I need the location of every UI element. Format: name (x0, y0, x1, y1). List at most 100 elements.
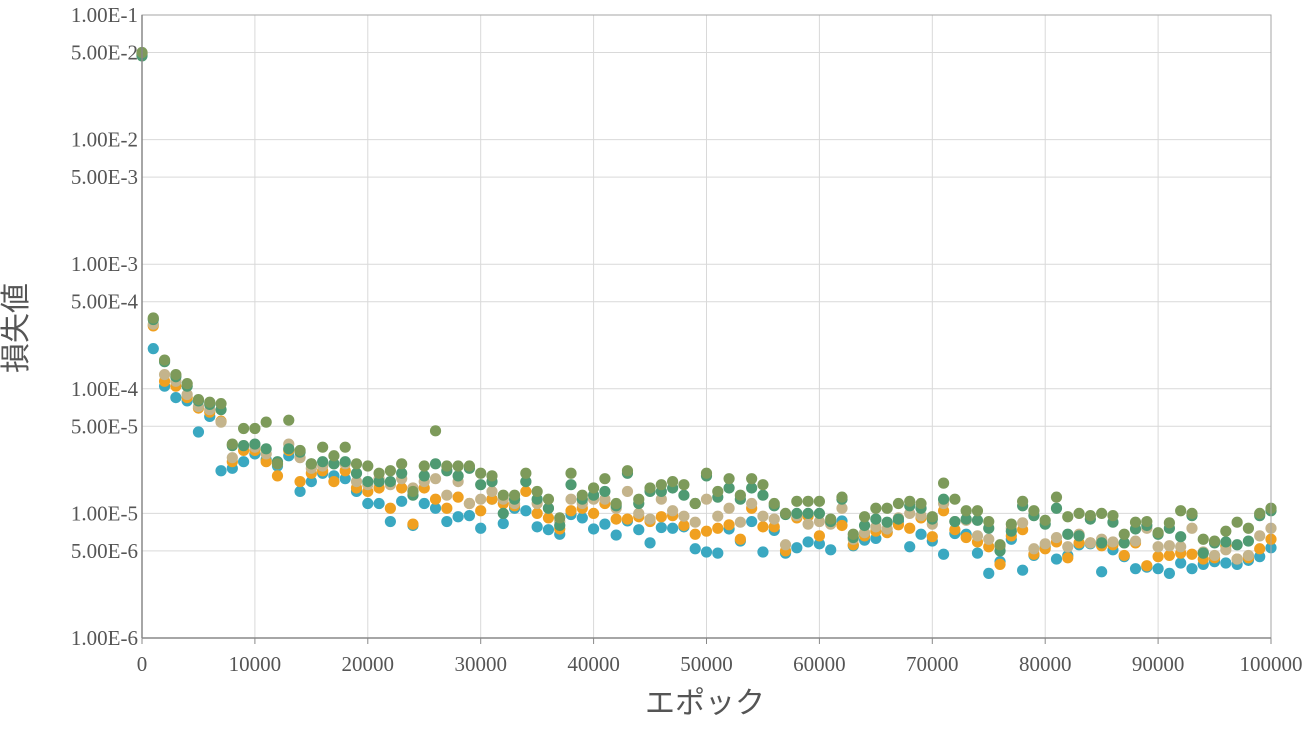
y-tick-label: 1.00E-3 (71, 252, 138, 276)
data-point (723, 519, 735, 531)
data-point (836, 491, 848, 503)
data-point (441, 515, 453, 528)
data-point (452, 511, 464, 523)
data-point (712, 522, 724, 534)
data-point (1096, 537, 1108, 549)
data-point (836, 502, 848, 514)
data-point (317, 441, 329, 453)
data-point (1231, 539, 1243, 551)
data-point (1084, 510, 1096, 522)
data-point (565, 505, 577, 517)
data-point (994, 539, 1006, 551)
data-point (1039, 538, 1051, 550)
data-point (813, 507, 826, 519)
data-point (689, 528, 701, 540)
data-point (678, 479, 690, 491)
data-point (463, 510, 476, 522)
data-point (1163, 517, 1175, 529)
y-tick-label: 1.00E-2 (71, 128, 138, 152)
data-point (892, 497, 905, 510)
data-point (362, 497, 374, 510)
data-point (260, 416, 272, 428)
data-point (531, 507, 543, 519)
x-axis-title: エポック (645, 686, 765, 721)
x-tick-labels: 0 10000 20000 30000 40000 50000 60000 70000 8000… (137, 652, 1303, 676)
data-point (791, 495, 803, 507)
data-point (1017, 495, 1029, 507)
data-point (204, 396, 216, 408)
data-point (644, 537, 656, 549)
data-point (475, 522, 487, 534)
data-point (644, 513, 656, 525)
data-point (768, 513, 780, 525)
data-point (757, 521, 769, 533)
data-point (825, 544, 837, 556)
data-point (1107, 536, 1119, 548)
data-point (260, 456, 272, 468)
data-point (768, 497, 780, 510)
data-point (1039, 514, 1051, 526)
data-point (429, 425, 442, 437)
data-point (294, 485, 306, 498)
data-point (407, 518, 419, 530)
data-point (870, 502, 882, 514)
data-point (1163, 567, 1175, 579)
data-point (1175, 531, 1187, 543)
data-point (734, 533, 746, 545)
data-point (542, 493, 555, 505)
data-point (396, 458, 408, 470)
data-point (757, 510, 769, 522)
data-point (1050, 491, 1063, 503)
data-point (870, 521, 882, 533)
data-point (1028, 505, 1040, 517)
data-point (610, 513, 622, 525)
data-point (1129, 535, 1142, 547)
data-point (407, 485, 419, 498)
data-point (858, 511, 871, 523)
data-point (1175, 541, 1187, 553)
data-point (396, 482, 408, 494)
data-point (475, 479, 487, 491)
data-point (1028, 543, 1040, 555)
data-point (226, 452, 238, 464)
data-point (633, 524, 645, 536)
data-point (283, 443, 295, 455)
data-point (260, 443, 272, 455)
data-point (937, 548, 950, 560)
data-point (926, 531, 938, 543)
data-point (1231, 553, 1243, 565)
data-point (486, 485, 498, 498)
data-point (429, 473, 442, 485)
data-point (441, 502, 453, 514)
data-point (678, 510, 690, 522)
data-point (1197, 547, 1209, 559)
data-point (429, 458, 442, 470)
data-point (689, 516, 701, 528)
data-point (1220, 557, 1232, 569)
data-point (158, 354, 171, 366)
data-point (983, 515, 995, 528)
data-point (384, 465, 396, 477)
plot-frame (141, 14, 1272, 644)
data-point (1129, 516, 1142, 528)
data-point (983, 567, 995, 579)
data-point (339, 441, 351, 453)
data-point (1186, 507, 1198, 519)
data-point (463, 497, 476, 510)
data-point (768, 521, 780, 533)
data-point (1254, 530, 1266, 542)
data-point (599, 485, 611, 498)
data-point (147, 312, 159, 324)
data-point (350, 458, 363, 470)
data-point (271, 470, 284, 482)
data-point (678, 489, 690, 501)
data-point (949, 524, 961, 536)
data-point (1129, 563, 1142, 575)
data-point (983, 533, 995, 545)
x-tick-label: 50000 (680, 652, 733, 676)
data-point (667, 475, 679, 488)
data-point (881, 502, 893, 514)
data-point (712, 547, 724, 559)
data-point (238, 422, 250, 435)
data-point (971, 547, 984, 559)
